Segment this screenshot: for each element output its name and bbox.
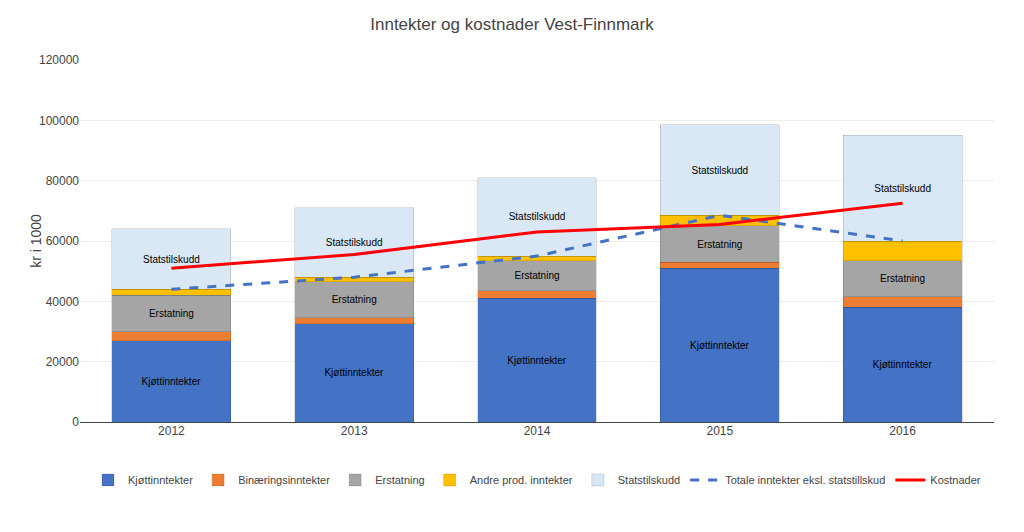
svg-text:Kjøttinntekter: Kjøttinntekter xyxy=(690,340,750,351)
svg-text:2015: 2015 xyxy=(706,424,733,438)
svg-text:Statstilskudd: Statstilskudd xyxy=(326,237,383,248)
svg-text:80000: 80000 xyxy=(46,174,80,188)
svg-text:Andre prod. inntekter: Andre prod. inntekter xyxy=(470,474,573,486)
svg-text:40000: 40000 xyxy=(46,295,80,309)
svg-text:Kjøttinntekter: Kjøttinntekter xyxy=(507,355,567,366)
svg-text:Erstatning: Erstatning xyxy=(697,239,742,250)
svg-text:2013: 2013 xyxy=(341,424,368,438)
svg-text:2012: 2012 xyxy=(158,424,185,438)
svg-text:Inntekter og kostnader Vest-Fi: Inntekter og kostnader Vest-Finnmark xyxy=(370,15,654,34)
svg-text:Kjøttinntekter: Kjøttinntekter xyxy=(873,359,933,370)
svg-text:Erstatning: Erstatning xyxy=(375,474,425,486)
svg-text:Statstilskudd: Statstilskudd xyxy=(509,211,566,222)
svg-text:Erstatning: Erstatning xyxy=(332,294,377,305)
svg-text:2014: 2014 xyxy=(524,424,551,438)
svg-text:Kjøttinntekter: Kjøttinntekter xyxy=(142,376,202,387)
svg-text:Statstilskudd: Statstilskudd xyxy=(874,183,931,194)
svg-text:Kjøttinntekter: Kjøttinntekter xyxy=(324,367,384,378)
svg-text:20000: 20000 xyxy=(46,355,80,369)
svg-text:100000: 100000 xyxy=(39,114,79,128)
svg-text:Statstilskudd: Statstilskudd xyxy=(691,165,748,176)
svg-text:Erstatning: Erstatning xyxy=(514,270,559,281)
svg-text:0: 0 xyxy=(72,415,79,429)
svg-text:Binæringsinntekter: Binæringsinntekter xyxy=(238,474,330,486)
svg-text:Erstatning: Erstatning xyxy=(149,308,194,319)
svg-text:kr i 1000: kr i 1000 xyxy=(28,214,44,268)
svg-text:Erstatning: Erstatning xyxy=(880,273,925,284)
svg-text:120000: 120000 xyxy=(39,53,79,67)
svg-text:Totale inntekter eksl. statsti: Totale inntekter eksl. statstillskud xyxy=(725,474,885,486)
svg-text:Kostnader: Kostnader xyxy=(930,474,980,486)
svg-text:Statstilskudd: Statstilskudd xyxy=(143,254,200,265)
svg-text:60000: 60000 xyxy=(46,234,80,248)
svg-text:Statstilskudd: Statstilskudd xyxy=(618,474,680,486)
svg-text:2016: 2016 xyxy=(889,424,916,438)
svg-text:Kjøttinntekter: Kjøttinntekter xyxy=(128,474,193,486)
